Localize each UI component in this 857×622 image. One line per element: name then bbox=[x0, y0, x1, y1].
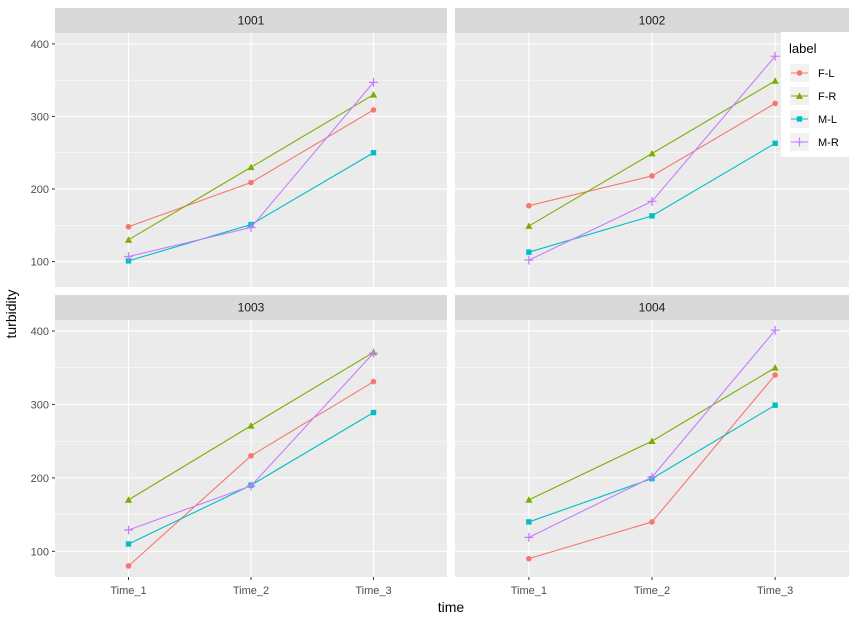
data-point-M-R-Time_1 bbox=[124, 252, 133, 262]
data-point-M-R-Time_1 bbox=[524, 532, 534, 542]
y-tick-label: 300 bbox=[31, 399, 49, 411]
data-point-F-L-Time_2 bbox=[248, 453, 254, 459]
data-point-M-L-Time_2 bbox=[649, 213, 655, 219]
data-point-M-R-Time_2 bbox=[246, 222, 256, 232]
data-point-F-L-Time_2 bbox=[248, 179, 254, 186]
x-tick-label: Time_1 bbox=[511, 585, 547, 597]
x-tick-label: Time_3 bbox=[757, 585, 793, 597]
y-tick-label: 100 bbox=[31, 257, 49, 269]
data-point-F-R-Time_3 bbox=[771, 364, 779, 371]
legend-item-M-L: M-L bbox=[790, 110, 837, 128]
facet-panel-1001: 1001 bbox=[55, 8, 447, 287]
legend-label: M-R bbox=[818, 137, 839, 149]
data-point-F-R-Time_2 bbox=[247, 422, 255, 429]
data-point-M-L-Time_3 bbox=[370, 409, 377, 416]
data-point-M-R-Time_2 bbox=[647, 196, 657, 206]
legend-key-marker bbox=[796, 70, 803, 76]
legend-item-F-L: F-L bbox=[790, 64, 835, 82]
y-tick-label: 300 bbox=[31, 111, 49, 123]
data-point-F-L-Time_3 bbox=[370, 378, 377, 385]
legend-key-marker bbox=[795, 137, 804, 147]
facet-strip-label: 1002 bbox=[639, 14, 666, 28]
y-axis-title: turbidity bbox=[3, 289, 19, 338]
data-point-F-R-Time_1 bbox=[525, 222, 533, 229]
data-point-F-L-Time_3 bbox=[772, 100, 778, 107]
legend-item-M-R: M-R bbox=[790, 133, 839, 151]
y-tick-label: 200 bbox=[31, 184, 49, 196]
data-point-F-R-Time_2 bbox=[648, 437, 656, 445]
data-point-M-R-Time_2 bbox=[647, 472, 657, 482]
legend-label: M-L bbox=[818, 114, 837, 126]
x-tick-label: Time_3 bbox=[355, 585, 391, 597]
data-point-M-L-Time_1 bbox=[526, 249, 532, 255]
data-point-M-R-Time_1 bbox=[524, 255, 534, 265]
legend-key-marker bbox=[796, 116, 803, 122]
facet-strip bbox=[455, 8, 849, 33]
data-point-F-R-Time_2 bbox=[648, 149, 656, 157]
data-point-M-R-Time_3 bbox=[770, 51, 780, 61]
x-tick-label: Time_1 bbox=[110, 585, 146, 597]
data-point-F-L-Time_3 bbox=[772, 372, 778, 378]
data-point-M-R-Time_3 bbox=[369, 77, 378, 87]
x-tick-label: Time_2 bbox=[233, 585, 269, 597]
data-point-F-L-Time_1 bbox=[526, 555, 532, 562]
data-point-F-R-Time_2 bbox=[247, 163, 255, 171]
data-point-F-L-Time_2 bbox=[649, 173, 655, 179]
y-tick-label: 100 bbox=[31, 546, 49, 558]
data-point-F-R-Time_1 bbox=[124, 236, 133, 243]
y-tick-label: 200 bbox=[31, 473, 49, 485]
data-point-M-R-Time_3 bbox=[770, 325, 780, 335]
data-point-M-L-Time_1 bbox=[125, 541, 132, 547]
data-point-F-R-Time_3 bbox=[771, 77, 779, 84]
data-point-M-R-Time_3 bbox=[369, 348, 378, 358]
data-point-F-R-Time_1 bbox=[525, 496, 533, 503]
data-point-M-L-Time_3 bbox=[772, 140, 778, 147]
data-point-M-R-Time_1 bbox=[124, 525, 133, 535]
facet-panel-1004: 1004 bbox=[455, 295, 849, 577]
y-tick-label: 400 bbox=[31, 326, 49, 338]
data-point-M-R-Time_2 bbox=[246, 481, 256, 491]
data-point-F-R-Time_3 bbox=[369, 91, 378, 98]
legend-label: F-R bbox=[818, 91, 836, 103]
x-tick-label: Time_2 bbox=[634, 585, 670, 597]
data-point-F-L-Time_1 bbox=[125, 563, 132, 569]
facet-strip bbox=[455, 295, 849, 320]
legend-key-marker bbox=[795, 92, 804, 99]
facet-strip bbox=[55, 295, 447, 320]
facet-strip bbox=[55, 8, 447, 33]
x-axis-title: time bbox=[438, 599, 465, 615]
facet-strip-label: 1004 bbox=[639, 301, 666, 315]
data-point-F-R-Time_1 bbox=[124, 496, 133, 503]
data-point-M-L-Time_1 bbox=[526, 519, 532, 525]
data-point-F-L-Time_1 bbox=[125, 223, 132, 230]
data-point-F-L-Time_2 bbox=[649, 519, 655, 525]
legend-item-F-R: F-R bbox=[790, 87, 836, 105]
facet-strip-label: 1003 bbox=[238, 301, 265, 315]
legend-title: label bbox=[789, 41, 817, 56]
data-point-M-L-Time_3 bbox=[370, 150, 377, 156]
y-tick-label: 400 bbox=[31, 39, 49, 51]
data-point-F-L-Time_3 bbox=[370, 107, 377, 113]
data-point-M-L-Time_3 bbox=[772, 402, 778, 408]
facet-panel-1003: 1003 bbox=[55, 295, 447, 577]
legend-label: F-L bbox=[818, 68, 835, 80]
facet-strip-label: 1001 bbox=[238, 14, 265, 28]
data-point-F-L-Time_1 bbox=[526, 202, 532, 209]
